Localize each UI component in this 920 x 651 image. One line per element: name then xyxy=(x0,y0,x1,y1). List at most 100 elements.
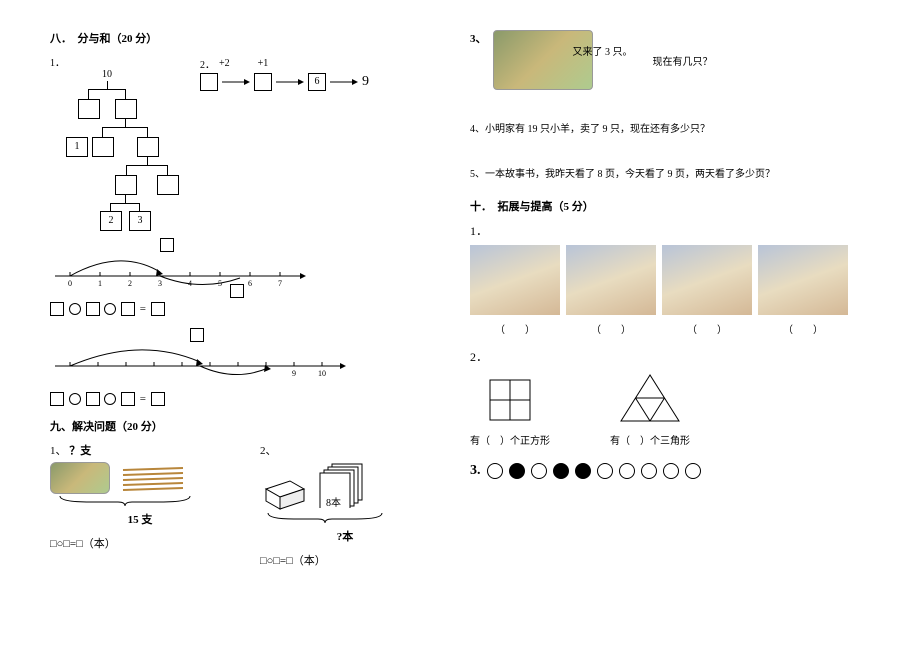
section-10-title: 十． 拓展与提高（5 分） xyxy=(470,198,870,214)
numberline-2-svg: 9 10 xyxy=(50,334,350,380)
nl2-equation[interactable]: = xyxy=(50,392,450,406)
q1-equation[interactable]: □○□=□（本） xyxy=(50,535,230,551)
pattern-circle[interactable] xyxy=(641,463,657,479)
flow-label: +2 xyxy=(219,58,230,69)
tree-top: 10 xyxy=(102,69,112,80)
flow-boxes: 6 9 xyxy=(200,73,369,91)
problem-1: 1、 ？支 15 支 □○□=□（本） xyxy=(50,442,230,568)
nl1-equation[interactable]: = xyxy=(50,302,450,316)
brace-icon xyxy=(260,511,390,525)
arrow-right-icon xyxy=(222,77,250,87)
p2-tri-text[interactable]: 有（ ）个三角形 xyxy=(610,432,690,447)
squares-figure xyxy=(485,375,535,425)
q1-brace-label: 15 支 xyxy=(50,511,230,527)
tree-box-3: 3 xyxy=(129,211,151,231)
flow-wrap: 2． +2 +1 6 9 xyxy=(200,56,369,91)
seq-blank[interactable]: （ ） xyxy=(566,321,656,336)
pattern-circle-fill xyxy=(553,463,569,479)
pattern-circle[interactable] xyxy=(597,463,613,479)
nl-box[interactable] xyxy=(230,284,244,298)
p1-prefix: 1． xyxy=(470,222,870,239)
pencil-box-image xyxy=(50,462,110,494)
sequence-images xyxy=(470,245,870,315)
seq-blank[interactable]: （ ） xyxy=(470,321,560,336)
tree-wrap: 1． 10 1 xyxy=(50,54,200,234)
p3-row: 3. xyxy=(470,463,870,479)
svg-text:3: 3 xyxy=(158,279,162,288)
pattern-circle[interactable] xyxy=(685,463,701,479)
right-column: 3、 又来了 3 只。 现在有几只？ 4、小明家有 19 只小羊，卖了 9 只，… xyxy=(460,30,880,621)
s9-problems: 1、 ？支 15 支 □○□=□（本） 2、 xyxy=(50,442,450,568)
tree-box[interactable] xyxy=(115,175,137,195)
q3-prefix: 3、 xyxy=(470,30,487,46)
svg-text:6: 6 xyxy=(248,279,252,288)
tree-box[interactable] xyxy=(92,137,114,157)
pencils-image xyxy=(118,462,188,494)
arrow-right-icon xyxy=(276,77,304,87)
svg-text:9: 9 xyxy=(292,369,296,378)
problem-4: 4、小明家有 19 只小羊，卖了 9 只，现在还有多少只？ xyxy=(470,120,870,135)
p2-prefix: 2． xyxy=(470,348,870,365)
decomposition-tree: 10 1 xyxy=(60,69,200,234)
book-pages-image xyxy=(314,462,374,508)
flow-label: +1 xyxy=(258,58,269,69)
flow-chain: 2． +2 +1 xyxy=(200,56,369,71)
equals: = xyxy=(140,303,146,315)
tree-box[interactable] xyxy=(157,175,179,195)
p2-sq-text[interactable]: 有（ ）个正方形 xyxy=(470,432,550,447)
arrow-right-icon xyxy=(330,77,358,87)
section-8-title: 八． 分与和（20 分） xyxy=(50,30,450,46)
q2-8ben: 8本 xyxy=(326,494,341,509)
problem-3: 3、 又来了 3 只。 现在有几只？ xyxy=(470,30,870,90)
numberline-2: 9 10 xyxy=(50,328,450,388)
tree-box[interactable] xyxy=(137,137,159,157)
seq-image xyxy=(566,245,656,315)
q2-prefix: 2． xyxy=(200,56,215,71)
svg-text:2: 2 xyxy=(128,279,132,288)
svg-text:10: 10 xyxy=(318,369,326,378)
equals: = xyxy=(140,393,146,405)
sequence-blanks[interactable]: （ ） （ ） （ ） （ ） xyxy=(470,321,870,336)
tree-box-2: 2 xyxy=(100,211,122,231)
q2-equation[interactable]: □○□=□（本） xyxy=(260,552,430,568)
flow-box[interactable] xyxy=(200,73,218,91)
brace-icon xyxy=(50,494,200,508)
flow-end: 9 xyxy=(362,74,369,90)
problem-5: 5、一本故事书，我昨天看了 8 页，今天看了 9 页，两天看了多少页？ xyxy=(470,165,870,180)
q1-label: ？支 xyxy=(69,445,91,457)
q2-prefix: 2、 xyxy=(260,442,430,458)
q1-prefix: 1、 xyxy=(50,445,67,457)
tree-monkeys-image xyxy=(493,30,593,90)
tree-box[interactable] xyxy=(78,99,100,119)
q1-prefix: 1． xyxy=(50,58,65,69)
shape-count: 有（ ）个正方形 有（ ）个三角形 xyxy=(470,371,870,447)
q2-brace-label: ?本 xyxy=(260,528,430,544)
pattern-circle-fill xyxy=(509,463,525,479)
svg-text:0: 0 xyxy=(68,279,72,288)
seq-image xyxy=(662,245,752,315)
q3-text-mid: 又来了 3 只。 xyxy=(573,43,633,58)
pattern-circle xyxy=(487,463,503,479)
section-9-title: 九、解决问题（20 分） xyxy=(50,418,450,434)
flow-box[interactable] xyxy=(254,73,272,91)
q1-q2-row: 1． 10 1 xyxy=(50,54,450,234)
left-column: 八． 分与和（20 分） 1． 10 1 xyxy=(40,30,460,621)
pattern-circle xyxy=(531,463,547,479)
tree-box-1: 1 xyxy=(66,137,88,157)
book-stack-image xyxy=(260,471,308,511)
flow-box-6: 6 xyxy=(308,73,326,91)
pattern-circle[interactable] xyxy=(619,463,635,479)
svg-text:1: 1 xyxy=(98,279,102,288)
problem-2: 2、 8本 xyxy=(260,442,430,568)
triangles-figure xyxy=(617,371,683,425)
pattern-circle-fill xyxy=(575,463,591,479)
seq-blank[interactable]: （ ） xyxy=(758,321,848,336)
tree-box[interactable] xyxy=(115,99,137,119)
pattern-circle[interactable] xyxy=(663,463,679,479)
seq-image xyxy=(758,245,848,315)
numberline-1-svg: 012 345 67 xyxy=(50,244,310,290)
q3-text-end: 现在有几只？ xyxy=(653,53,713,68)
seq-image xyxy=(470,245,560,315)
seq-blank[interactable]: （ ） xyxy=(662,321,752,336)
numberline-1: 012 345 67 xyxy=(50,238,450,298)
